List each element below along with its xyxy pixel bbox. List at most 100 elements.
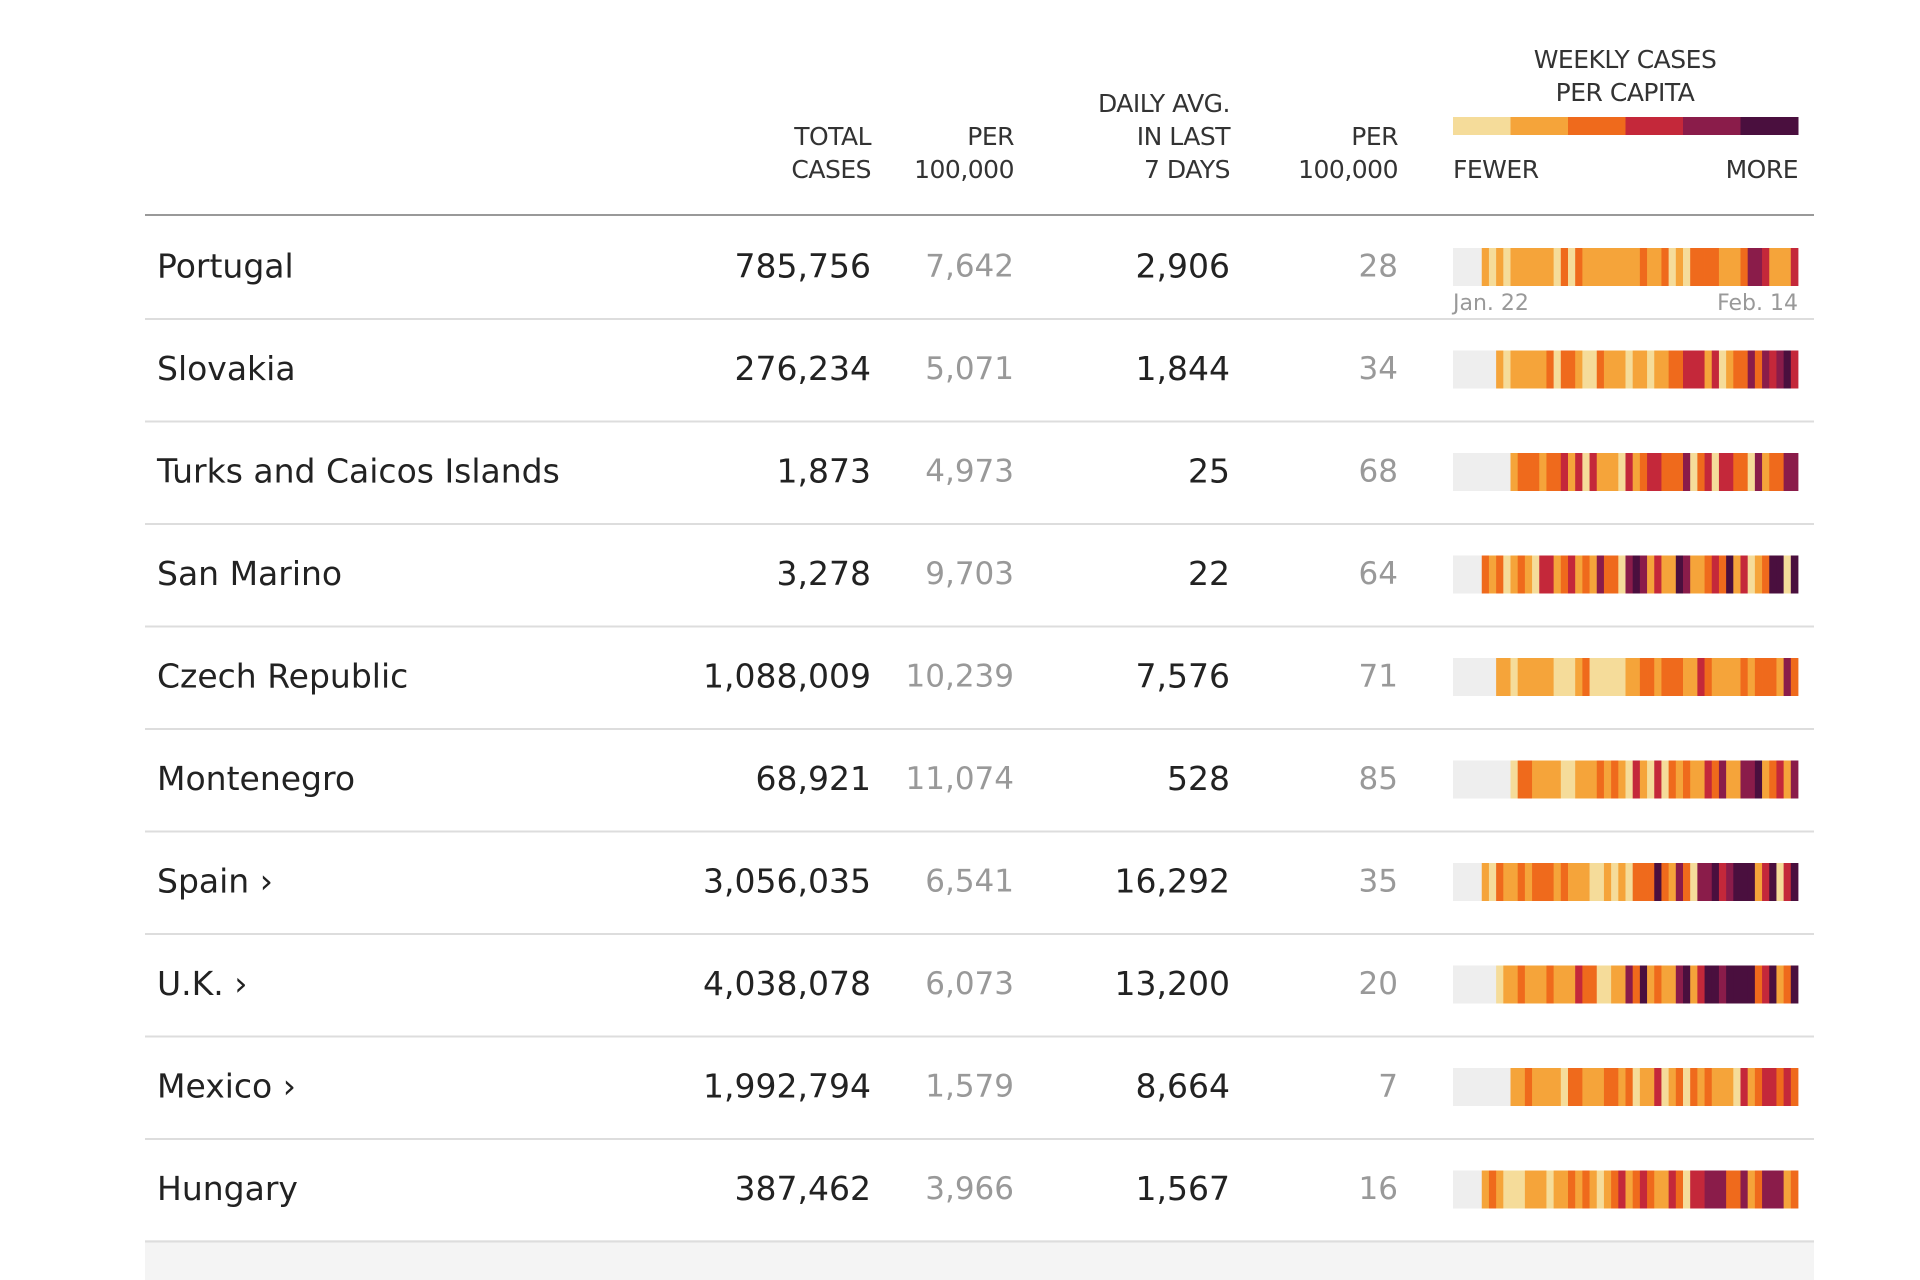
trend-stripe bbox=[1632, 760, 1641, 799]
trend-stripe bbox=[1524, 760, 1533, 799]
trend-stripe bbox=[1460, 1068, 1468, 1106]
trend-stripe bbox=[1474, 658, 1483, 696]
cell: 1,992,794 bbox=[703, 1067, 871, 1106]
trend-stripe bbox=[1467, 863, 1475, 901]
trend-stripe bbox=[1661, 555, 1670, 594]
trend-stripe bbox=[1690, 453, 1698, 491]
country-name: Turks and Caicos Islands bbox=[156, 452, 560, 491]
trend-stripe bbox=[1453, 760, 1461, 799]
trend-stripe bbox=[1503, 863, 1511, 901]
cell: 5,071 bbox=[925, 351, 1014, 387]
trend-stripe bbox=[1762, 760, 1770, 799]
trend-stripe bbox=[1517, 555, 1526, 594]
trend-stripe bbox=[1568, 350, 1576, 389]
trend-stripe bbox=[1510, 555, 1519, 594]
trend-stripe bbox=[1596, 1068, 1605, 1106]
trend-stripe bbox=[1632, 965, 1641, 1004]
trend-stripe bbox=[1783, 453, 1792, 491]
trend-stripe bbox=[1661, 350, 1670, 389]
trend-stripe bbox=[1790, 658, 1799, 696]
trend-stripe bbox=[1596, 760, 1605, 799]
trend-stripe bbox=[1539, 965, 1547, 1004]
trend-stripe bbox=[1776, 658, 1785, 696]
trend-stripe bbox=[1675, 350, 1684, 389]
trend-stripe bbox=[1783, 350, 1792, 389]
trend-stripe bbox=[1524, 555, 1533, 594]
trend-stripe bbox=[1711, 1170, 1720, 1209]
trend-stripe bbox=[1532, 863, 1540, 901]
trend-stripe bbox=[1568, 1170, 1576, 1209]
legend-swatch bbox=[1568, 117, 1626, 135]
trend-stripe bbox=[1481, 760, 1490, 799]
cell: 10,239 bbox=[906, 659, 1014, 695]
trend-stripe bbox=[1783, 863, 1792, 901]
trend-stripe bbox=[1503, 555, 1511, 594]
trend-stripe bbox=[1589, 453, 1598, 491]
trend-stripe bbox=[1503, 453, 1511, 491]
trend-stripe bbox=[1575, 248, 1583, 286]
cell: 3,966 bbox=[925, 1171, 1014, 1207]
trend-stripe bbox=[1575, 453, 1583, 491]
trend-stripe bbox=[1647, 248, 1655, 286]
trend-stripe bbox=[1575, 1068, 1583, 1106]
trend-stripe bbox=[1747, 350, 1756, 389]
trend-stripe bbox=[1639, 658, 1648, 696]
trend-stripe bbox=[1675, 965, 1684, 1004]
trend-stripe bbox=[1625, 760, 1634, 799]
trend-stripe bbox=[1726, 248, 1734, 286]
trend-stripe bbox=[1603, 555, 1612, 594]
trend-stripe bbox=[1467, 658, 1475, 696]
trend-stripe bbox=[1769, 658, 1777, 696]
trend-stripe bbox=[1639, 248, 1648, 286]
trend-stripe bbox=[1524, 863, 1533, 901]
trend-stripe bbox=[1718, 1170, 1727, 1209]
trend-stripe bbox=[1503, 1068, 1511, 1106]
trend-stripe bbox=[1639, 453, 1648, 491]
trend-stripe bbox=[1503, 1170, 1511, 1209]
trend-stripe bbox=[1582, 555, 1590, 594]
trend-stripe bbox=[1668, 658, 1677, 696]
trend-stripe bbox=[1603, 350, 1612, 389]
trend-stripe bbox=[1690, 555, 1698, 594]
trend-stripe bbox=[1747, 863, 1756, 901]
trend-stripe bbox=[1769, 350, 1777, 389]
cell: 1,579 bbox=[925, 1069, 1014, 1105]
trend-stripe bbox=[1539, 248, 1547, 286]
trend-stripe bbox=[1733, 453, 1741, 491]
trend-stripe bbox=[1553, 453, 1562, 491]
cell: 13,200 bbox=[1115, 964, 1230, 1003]
cell: 7,642 bbox=[925, 249, 1014, 285]
cell: 7,576 bbox=[1136, 657, 1230, 696]
trend-stripe bbox=[1496, 658, 1504, 696]
trend-stripe bbox=[1747, 555, 1756, 594]
trend-stripe bbox=[1690, 1170, 1698, 1209]
trend-stripe bbox=[1632, 863, 1641, 901]
trend-stripe bbox=[1575, 863, 1583, 901]
trend-stripe bbox=[1747, 760, 1756, 799]
trend-stripe bbox=[1726, 350, 1734, 389]
cell: 785,756 bbox=[735, 247, 871, 286]
trend-stripe bbox=[1532, 248, 1540, 286]
trend-stripe bbox=[1632, 350, 1641, 389]
trend-stripe bbox=[1611, 760, 1619, 799]
trend-stripe bbox=[1532, 658, 1540, 696]
trend-stripe bbox=[1675, 658, 1684, 696]
trend-stripe bbox=[1704, 760, 1713, 799]
trend-stripe bbox=[1762, 1170, 1770, 1209]
trend-stripe bbox=[1460, 555, 1468, 594]
trend-stripe bbox=[1589, 1170, 1598, 1209]
trend-stripe bbox=[1697, 658, 1705, 696]
column-header: 100,000 bbox=[914, 155, 1014, 184]
trend-stripe bbox=[1668, 760, 1677, 799]
trend-stripe bbox=[1589, 760, 1598, 799]
trend-stripe bbox=[1460, 658, 1468, 696]
trend-stripe bbox=[1510, 350, 1519, 389]
trend-stripe bbox=[1726, 658, 1734, 696]
trend-stripe bbox=[1639, 350, 1648, 389]
trend-stripe bbox=[1754, 350, 1763, 389]
trend-stripe bbox=[1467, 760, 1475, 799]
trend-stripe bbox=[1496, 965, 1504, 1004]
trend-stripe bbox=[1769, 965, 1777, 1004]
trend-stripe bbox=[1467, 1170, 1475, 1209]
trend-stripe bbox=[1539, 1068, 1547, 1106]
